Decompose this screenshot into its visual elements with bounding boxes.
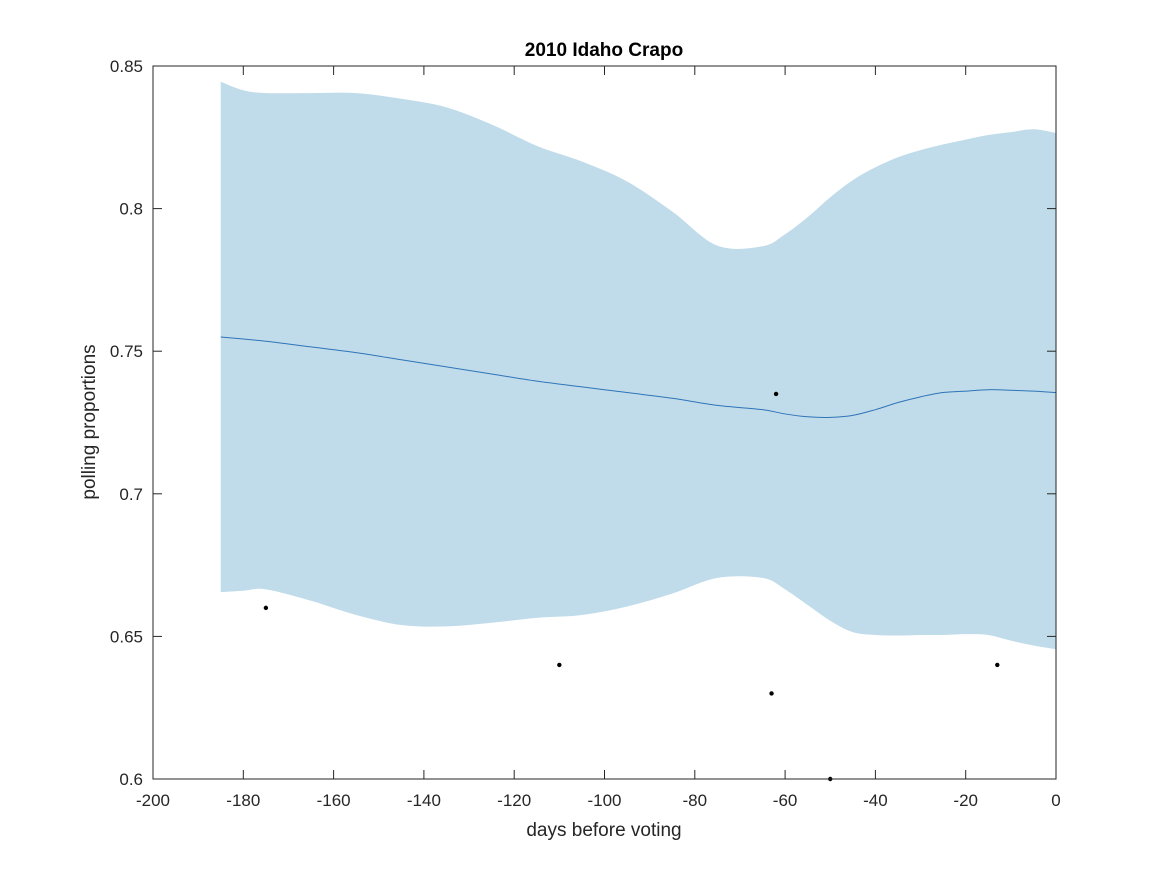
x-tick-label: 0 — [1051, 791, 1060, 810]
confidence-band-layer — [220, 81, 1057, 650]
trend-line — [220, 336, 1057, 418]
x-tick-label: -160 — [317, 791, 351, 810]
x-axis-ticks: -200 -180 -160 -140 -120 -100 -80 -60 -40 -20 0 — [136, 66, 1061, 810]
poll-point — [773, 391, 779, 397]
poll-point — [995, 662, 1000, 668]
x-axis-label: days before voting — [526, 820, 681, 841]
x-tick-label: -20 — [953, 791, 978, 810]
y-axis-label: polling proportions — [79, 344, 100, 499]
x-tick-label: -200 — [136, 791, 170, 810]
y-tick-label: 0.7 — [119, 485, 143, 504]
x-tick-label: -40 — [863, 791, 888, 810]
poll-point — [557, 662, 562, 668]
chart-title: 2010 Idaho Crapo — [525, 40, 683, 61]
y-tick-label: 0.6 — [119, 770, 143, 789]
y-tick-label: 0.85 — [110, 57, 143, 76]
y-axis-ticks: 0.6 0.65 0.7 0.75 0.8 0.85 — [110, 57, 1056, 789]
poll-point — [769, 691, 774, 696]
x-tick-label: -100 — [587, 791, 621, 810]
x-tick-label: -120 — [497, 791, 531, 810]
y-tick-label: 0.75 — [110, 342, 143, 361]
y-tick-label: 0.8 — [119, 200, 143, 219]
x-tick-label: -80 — [683, 791, 708, 810]
y-tick-label: 0.65 — [110, 627, 143, 646]
data-points-layer — [263, 391, 1000, 782]
poll-point — [263, 605, 269, 611]
x-tick-label: -140 — [407, 791, 441, 810]
x-tick-label: -60 — [773, 791, 798, 810]
trend-line-layer — [220, 336, 1057, 418]
confidence-band — [220, 81, 1057, 650]
x-tick-label: -180 — [226, 791, 260, 810]
